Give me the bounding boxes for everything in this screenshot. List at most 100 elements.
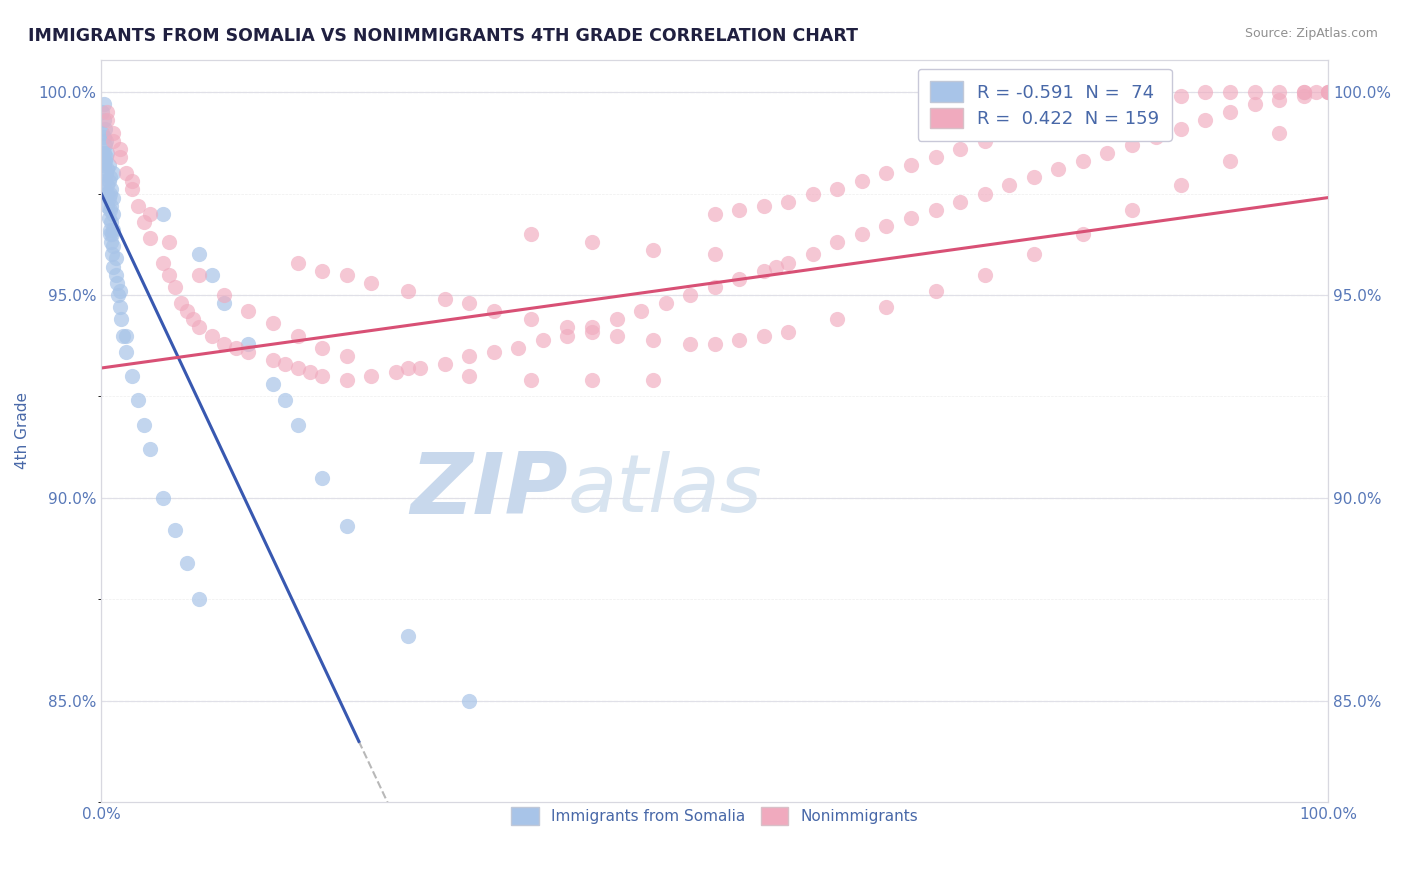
Point (139, 207, 162, 221)
Point (114, 166, 136, 180)
Point (851, 227, 873, 241)
Point (900, 158, 922, 172)
Point (703, 207, 725, 221)
Point (875, 219, 897, 233)
Point (458, 694, 481, 708)
Point (949, 194, 972, 209)
Point (103, 239, 125, 253)
Point (152, 255, 174, 269)
Point (212, 288, 235, 302)
Point (827, 182, 849, 196)
Point (101, 247, 124, 261)
Point (94, 186, 117, 201)
Point (605, 312, 627, 326)
Point (827, 312, 849, 326)
Point (557, 320, 579, 334)
Point (581, 320, 603, 334)
Text: IMMIGRANTS FROM SOMALIA VS NONIMMIGRANTS 4TH GRADE CORRELATION CHART: IMMIGRANTS FROM SOMALIA VS NONIMMIGRANTS… (28, 27, 858, 45)
Point (127, 393, 149, 408)
Point (96, 178, 118, 193)
Text: atlas: atlas (568, 451, 762, 529)
Point (103, 191, 125, 205)
Point (287, 361, 309, 376)
Point (778, 255, 800, 269)
Point (112, 328, 135, 343)
Point (1170, 89, 1192, 103)
Point (703, 336, 725, 351)
Point (703, 247, 725, 261)
Point (97, 158, 120, 172)
Point (103, 134, 125, 148)
Point (114, 344, 136, 359)
Point (188, 247, 211, 261)
Point (998, 126, 1021, 140)
Point (557, 328, 579, 343)
Point (396, 284, 419, 298)
Point (157, 235, 180, 250)
Point (188, 320, 211, 334)
Point (100, 235, 122, 250)
Point (998, 178, 1021, 193)
Point (924, 284, 946, 298)
Point (91, 145, 114, 160)
Point (728, 271, 751, 285)
Point (311, 470, 333, 484)
Point (1144, 129, 1167, 144)
Point (97, 211, 120, 225)
Point (1097, 101, 1119, 115)
Point (108, 150, 131, 164)
Point (1194, 85, 1216, 99)
Point (1071, 154, 1094, 169)
Point (201, 268, 224, 282)
Text: Source: ZipAtlas.com: Source: ZipAtlas.com (1244, 27, 1378, 40)
Point (458, 369, 481, 384)
Point (108, 284, 131, 298)
Point (801, 186, 824, 201)
Point (1071, 105, 1094, 120)
Point (924, 150, 946, 164)
Point (409, 361, 432, 376)
Point (581, 325, 603, 339)
Point (98, 202, 121, 217)
Point (396, 629, 419, 643)
Point (91, 105, 114, 120)
Point (703, 280, 725, 294)
Point (91, 126, 114, 140)
Y-axis label: 4th Grade: 4th Grade (15, 392, 30, 469)
Point (1292, 85, 1315, 99)
Point (110, 312, 132, 326)
Point (93, 97, 115, 112)
Point (238, 344, 260, 359)
Point (311, 263, 333, 277)
Point (274, 357, 297, 371)
Point (152, 207, 174, 221)
Point (752, 199, 775, 213)
Point (973, 134, 995, 148)
Point (134, 417, 156, 432)
Point (94, 154, 117, 169)
Point (482, 344, 505, 359)
Point (384, 365, 406, 379)
Point (103, 207, 125, 221)
Point (1071, 227, 1094, 241)
Point (262, 352, 284, 367)
Point (108, 142, 131, 156)
Point (298, 365, 321, 379)
Point (121, 182, 143, 196)
Point (1047, 162, 1070, 177)
Point (973, 186, 995, 201)
Point (949, 142, 972, 156)
Point (778, 194, 800, 209)
Point (336, 519, 359, 533)
Point (311, 341, 333, 355)
Point (1121, 97, 1143, 112)
Point (94, 150, 117, 164)
Point (94, 166, 117, 180)
Point (101, 227, 124, 241)
Point (508, 341, 530, 355)
Point (1219, 105, 1241, 120)
Point (360, 369, 382, 384)
Point (103, 223, 125, 237)
Point (1144, 93, 1167, 107)
Point (96, 186, 118, 201)
